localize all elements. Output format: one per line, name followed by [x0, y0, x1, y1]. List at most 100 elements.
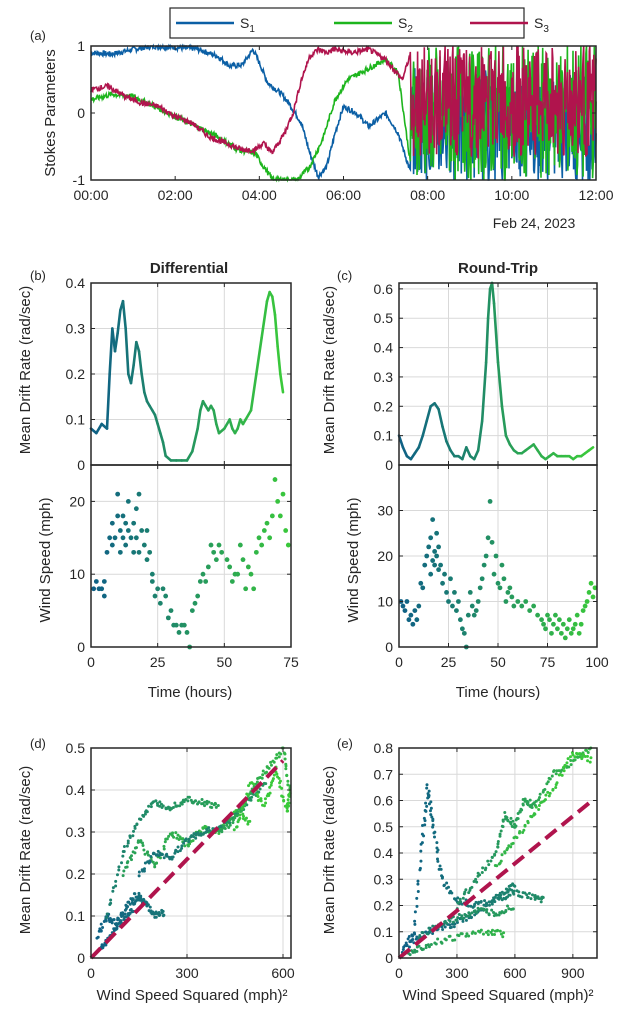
drift-point — [470, 911, 474, 915]
drift-point — [578, 755, 582, 759]
drift-point — [554, 786, 558, 790]
drift-segment — [401, 446, 409, 458]
wind-point — [269, 513, 275, 519]
drift-segment — [484, 316, 490, 364]
drift-point — [153, 865, 157, 869]
drift-point — [134, 895, 138, 899]
drift-point — [527, 891, 531, 895]
drift-point — [259, 799, 263, 803]
drift-point — [415, 904, 419, 908]
drift-point — [530, 893, 534, 897]
wind-point — [243, 586, 249, 592]
wind-point — [497, 585, 503, 591]
drift-point — [259, 797, 263, 801]
drift-segment — [421, 419, 429, 437]
drift-point — [436, 859, 440, 863]
drift-point — [418, 866, 422, 870]
drift-point — [467, 891, 471, 895]
wind-point — [446, 599, 451, 604]
drift-point — [525, 893, 529, 897]
wind-point — [588, 580, 594, 586]
wind-point — [562, 635, 568, 641]
wind-point — [442, 571, 447, 577]
drift-point — [554, 772, 558, 776]
wind-point — [547, 617, 552, 623]
wind-point — [165, 615, 171, 621]
drift-point — [511, 841, 515, 845]
wind-point — [197, 579, 203, 584]
drift-point — [493, 852, 497, 856]
drift-point — [462, 916, 466, 920]
drift-point — [207, 826, 211, 830]
drift-point — [101, 946, 105, 950]
drift-point — [511, 819, 515, 823]
wind-point — [471, 612, 477, 618]
x-tick-label: 06:00 — [326, 187, 361, 203]
drift-point — [122, 869, 126, 873]
drift-point — [142, 814, 146, 818]
y-tick-label: 20 — [69, 493, 85, 509]
wind-point — [112, 535, 118, 541]
wind-point — [418, 580, 424, 586]
drift-point — [252, 792, 256, 796]
drift-point — [435, 841, 439, 845]
drift-point — [516, 811, 520, 815]
drift-point — [252, 782, 256, 786]
panel-b: (b) Differential 0 0.1 0.2 0.3 0.4 Mean Drif… — [17, 260, 299, 701]
drift-point — [479, 900, 483, 904]
wind-point — [503, 599, 509, 604]
drift-point — [450, 891, 454, 895]
wind-point — [285, 542, 291, 548]
wind-point — [131, 520, 137, 526]
x-tick-label: 08:00 — [410, 187, 445, 203]
drift-segment — [95, 422, 103, 435]
wind-point — [568, 630, 574, 636]
y-tick-label: 0 — [77, 457, 85, 473]
drift-point — [492, 910, 496, 914]
drift-point — [423, 823, 427, 827]
wind-point — [535, 612, 540, 618]
drift-point — [512, 889, 516, 893]
wind-point — [416, 603, 422, 609]
drift-point — [242, 803, 246, 807]
y-tick-label: 0 — [385, 950, 393, 966]
wind-point — [566, 617, 572, 623]
panel-d: (d) 0 0.1 0.2 0.3 0.4 0.5 0 300 600 Mean Drift R… — [17, 736, 295, 1004]
drift-point — [126, 905, 130, 909]
y-tick-label: 0.8 — [374, 740, 394, 756]
drift-point — [412, 931, 416, 935]
panel-a-label: (a) — [30, 28, 46, 43]
drift-point — [506, 889, 510, 893]
drift-point — [144, 900, 148, 904]
drift-point — [444, 938, 448, 942]
drift-point — [526, 895, 530, 899]
drift-point — [468, 912, 472, 916]
panel-d-points — [89, 746, 292, 960]
drift-point — [136, 840, 140, 844]
wind-point — [489, 539, 495, 545]
drift-point — [509, 822, 513, 826]
drift-point — [262, 804, 266, 808]
drift-point — [538, 796, 542, 800]
wind-point — [117, 549, 123, 555]
drift-point — [205, 802, 209, 806]
wind-point — [277, 513, 283, 519]
drift-point — [191, 839, 195, 843]
y-tick-label: 0 — [77, 105, 85, 121]
drift-point — [182, 800, 186, 804]
drift-point — [490, 928, 494, 932]
y-tick-label: 0.4 — [374, 340, 394, 356]
wind-point — [237, 542, 243, 548]
wind-point — [227, 564, 233, 570]
drift-point — [176, 833, 180, 837]
y-tick-label: 0.5 — [66, 740, 86, 756]
wind-point — [549, 630, 554, 636]
y-tick-label: 0.3 — [66, 321, 86, 337]
drift-point — [573, 755, 577, 759]
drift-point — [425, 783, 429, 787]
x-tick-label: 50 — [490, 654, 506, 670]
drift-point — [277, 776, 281, 780]
drift-point — [105, 912, 109, 916]
drift-point — [419, 859, 423, 863]
drift-point — [152, 852, 156, 856]
